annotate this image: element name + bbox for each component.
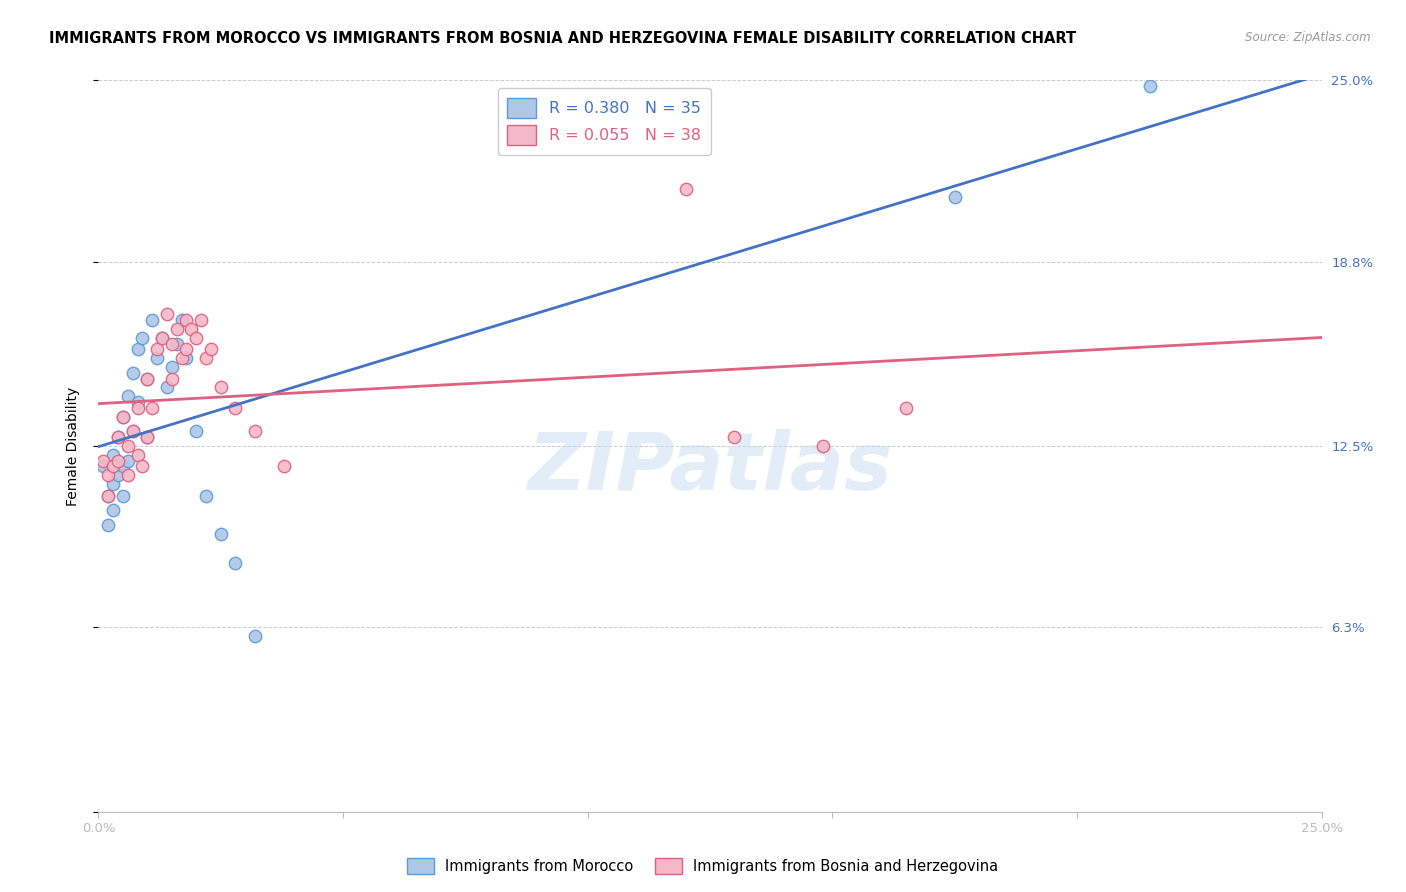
- Point: [101, 477, 124, 491]
- Point: [176, 343, 198, 357]
- Point: [675, 181, 697, 195]
- Point: [170, 313, 193, 327]
- Point: [127, 448, 149, 462]
- Point: [97, 489, 120, 503]
- Point: [101, 448, 124, 462]
- Point: [243, 629, 266, 643]
- Point: [156, 307, 179, 321]
- Point: [200, 343, 222, 357]
- Text: Source: ZipAtlas.com: Source: ZipAtlas.com: [1246, 31, 1371, 45]
- Point: [150, 331, 173, 345]
- Point: [111, 409, 134, 424]
- Point: [209, 380, 232, 394]
- Point: [166, 336, 188, 351]
- Point: [160, 336, 183, 351]
- Point: [121, 425, 143, 439]
- Point: [111, 409, 134, 424]
- Point: [141, 313, 163, 327]
- Point: [186, 331, 208, 345]
- Point: [195, 351, 218, 366]
- Point: [97, 468, 120, 483]
- Point: [107, 453, 129, 467]
- Point: [943, 190, 966, 204]
- Legend: R = 0.380   N = 35, R = 0.055   N = 38: R = 0.380 N = 35, R = 0.055 N = 38: [498, 88, 710, 155]
- Point: [101, 503, 124, 517]
- Point: [107, 468, 129, 483]
- Point: [121, 366, 143, 380]
- Point: [136, 372, 159, 386]
- Legend: Immigrants from Morocco, Immigrants from Bosnia and Herzegovina: Immigrants from Morocco, Immigrants from…: [402, 852, 1004, 880]
- Point: [107, 430, 129, 444]
- Point: [117, 468, 139, 483]
- Point: [190, 313, 212, 327]
- Point: [150, 331, 173, 345]
- Point: [224, 401, 246, 415]
- Point: [243, 425, 266, 439]
- Point: [127, 395, 149, 409]
- Point: [97, 518, 120, 533]
- Point: [101, 459, 124, 474]
- Point: [156, 380, 179, 394]
- Point: [811, 439, 834, 453]
- Point: [117, 389, 139, 403]
- Point: [186, 425, 208, 439]
- Point: [107, 430, 129, 444]
- Point: [209, 526, 232, 541]
- Point: [160, 359, 183, 374]
- Point: [894, 401, 917, 415]
- Point: [176, 313, 198, 327]
- Point: [146, 343, 169, 357]
- Point: [224, 556, 246, 570]
- Point: [136, 430, 159, 444]
- Point: [111, 459, 134, 474]
- Point: [170, 351, 193, 366]
- Text: IMMIGRANTS FROM MOROCCO VS IMMIGRANTS FROM BOSNIA AND HERZEGOVINA FEMALE DISABIL: IMMIGRANTS FROM MOROCCO VS IMMIGRANTS FR…: [49, 31, 1077, 46]
- Point: [136, 430, 159, 444]
- Point: [91, 459, 114, 474]
- Y-axis label: Female Disability: Female Disability: [66, 386, 80, 506]
- Text: ZIPatlas: ZIPatlas: [527, 429, 893, 507]
- Point: [111, 489, 134, 503]
- Point: [180, 322, 202, 336]
- Point: [160, 372, 183, 386]
- Point: [131, 459, 153, 474]
- Point: [97, 489, 120, 503]
- Point: [273, 459, 295, 474]
- Point: [195, 489, 218, 503]
- Point: [121, 425, 143, 439]
- Point: [176, 351, 198, 366]
- Point: [136, 372, 159, 386]
- Point: [166, 322, 188, 336]
- Point: [1139, 79, 1161, 94]
- Point: [127, 343, 149, 357]
- Point: [131, 331, 153, 345]
- Point: [127, 401, 149, 415]
- Point: [146, 351, 169, 366]
- Point: [141, 401, 163, 415]
- Point: [117, 453, 139, 467]
- Point: [117, 439, 139, 453]
- Point: [723, 430, 745, 444]
- Point: [91, 453, 114, 467]
